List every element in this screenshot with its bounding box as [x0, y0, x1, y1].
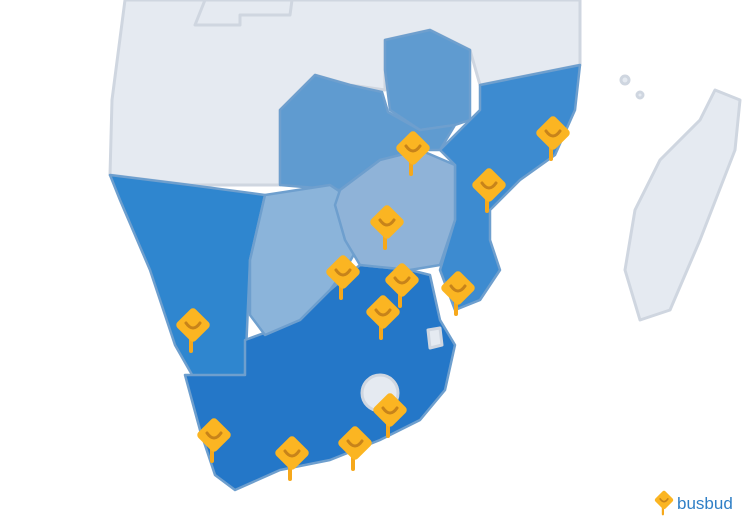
eswatini	[426, 326, 444, 350]
logo: busbud	[653, 489, 733, 517]
namibia	[108, 173, 267, 382]
logo-icon	[653, 489, 675, 517]
tanzania-malawi	[383, 28, 472, 132]
logo-text: busbud	[677, 494, 733, 513]
